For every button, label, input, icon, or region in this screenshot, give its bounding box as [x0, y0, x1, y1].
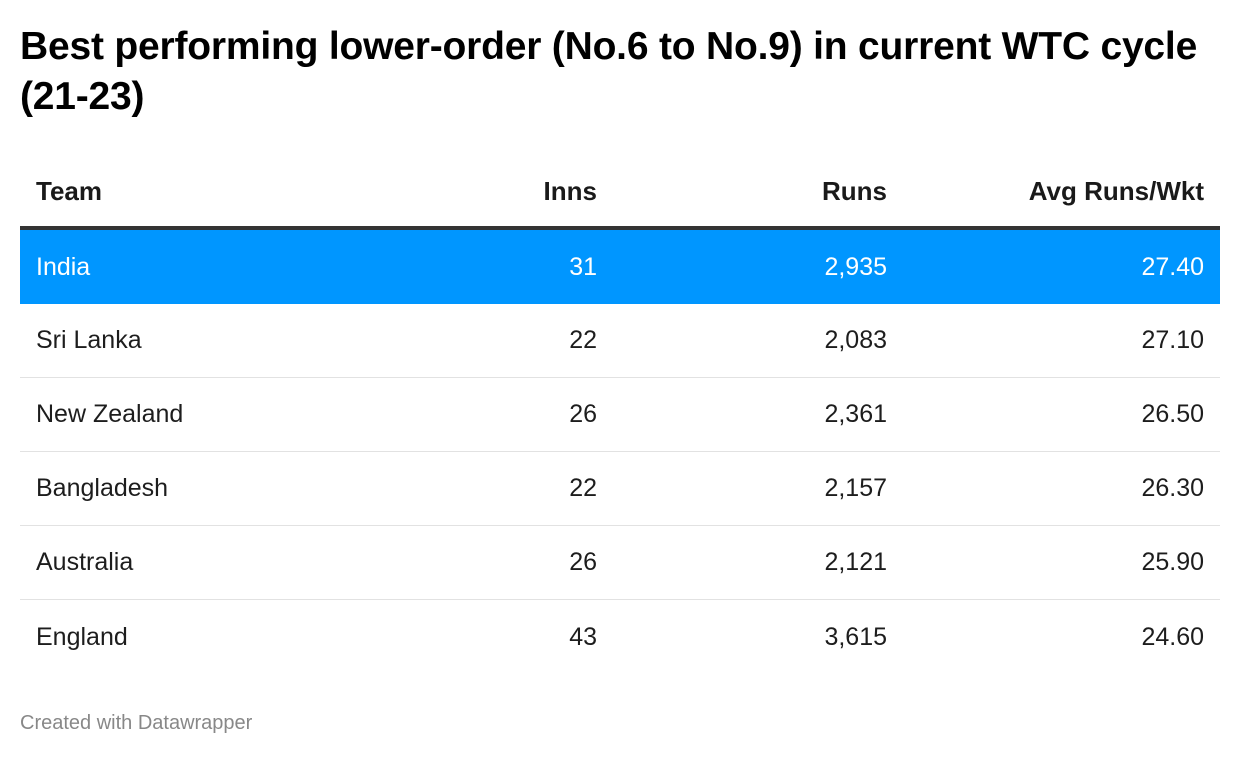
cell-runs: 2,083	[824, 326, 887, 354]
header-team: Team	[36, 175, 102, 206]
table-row: England 43 3,615 24.60	[20, 600, 1220, 674]
cell-avg: 26.50	[1141, 400, 1204, 428]
cell-avg: 26.30	[1141, 474, 1204, 502]
table-row: Australia 26 2,121 25.90	[20, 526, 1220, 600]
cell-inns: 43	[569, 622, 597, 651]
cell-runs: 2,121	[824, 548, 887, 576]
cell-team: New Zealand	[36, 400, 184, 428]
cell-runs: 2,361	[824, 400, 887, 428]
table-row: India 31 2,935 27.40	[20, 230, 1220, 304]
cell-inns: 22	[569, 326, 597, 354]
cell-inns: 26	[569, 548, 597, 576]
cell-inns: 22	[569, 474, 597, 502]
cell-runs: 2,935	[824, 252, 887, 281]
cell-team: India	[36, 252, 91, 281]
cell-runs: 2,157	[824, 474, 887, 502]
cell-avg: 25.90	[1141, 548, 1204, 576]
cell-avg: 24.60	[1141, 622, 1204, 651]
table-header-row: Team Inns Runs Avg Runs/Wkt	[20, 156, 1220, 230]
footer-credit: Created with Datawrapper	[20, 712, 253, 734]
header-inns: Inns	[543, 175, 597, 206]
chart-title: Best performing lower-order (No.6 to No.…	[20, 25, 1198, 118]
cell-team: Sri Lanka	[36, 326, 142, 354]
cell-inns: 26	[569, 400, 597, 428]
cell-team: England	[36, 622, 128, 651]
table-row: New Zealand 26 2,361 26.50	[20, 378, 1220, 452]
cell-runs: 3,615	[824, 622, 887, 651]
cell-team: Australia	[36, 548, 134, 576]
cell-avg: 27.40	[1141, 252, 1204, 281]
data-table: Team Inns Runs Avg Runs/Wkt India 31 2,9…	[20, 156, 1220, 674]
header-avg-runs-per-wkt: Avg Runs/Wkt	[1028, 175, 1204, 206]
cell-inns: 31	[569, 252, 597, 281]
table-row: Sri Lanka 22 2,083 27.10	[20, 304, 1220, 378]
cell-team: Bangladesh	[36, 474, 169, 502]
cell-avg: 27.10	[1141, 326, 1204, 354]
table-row: Bangladesh 22 2,157 26.30	[20, 452, 1220, 526]
header-runs: Runs	[822, 175, 887, 206]
